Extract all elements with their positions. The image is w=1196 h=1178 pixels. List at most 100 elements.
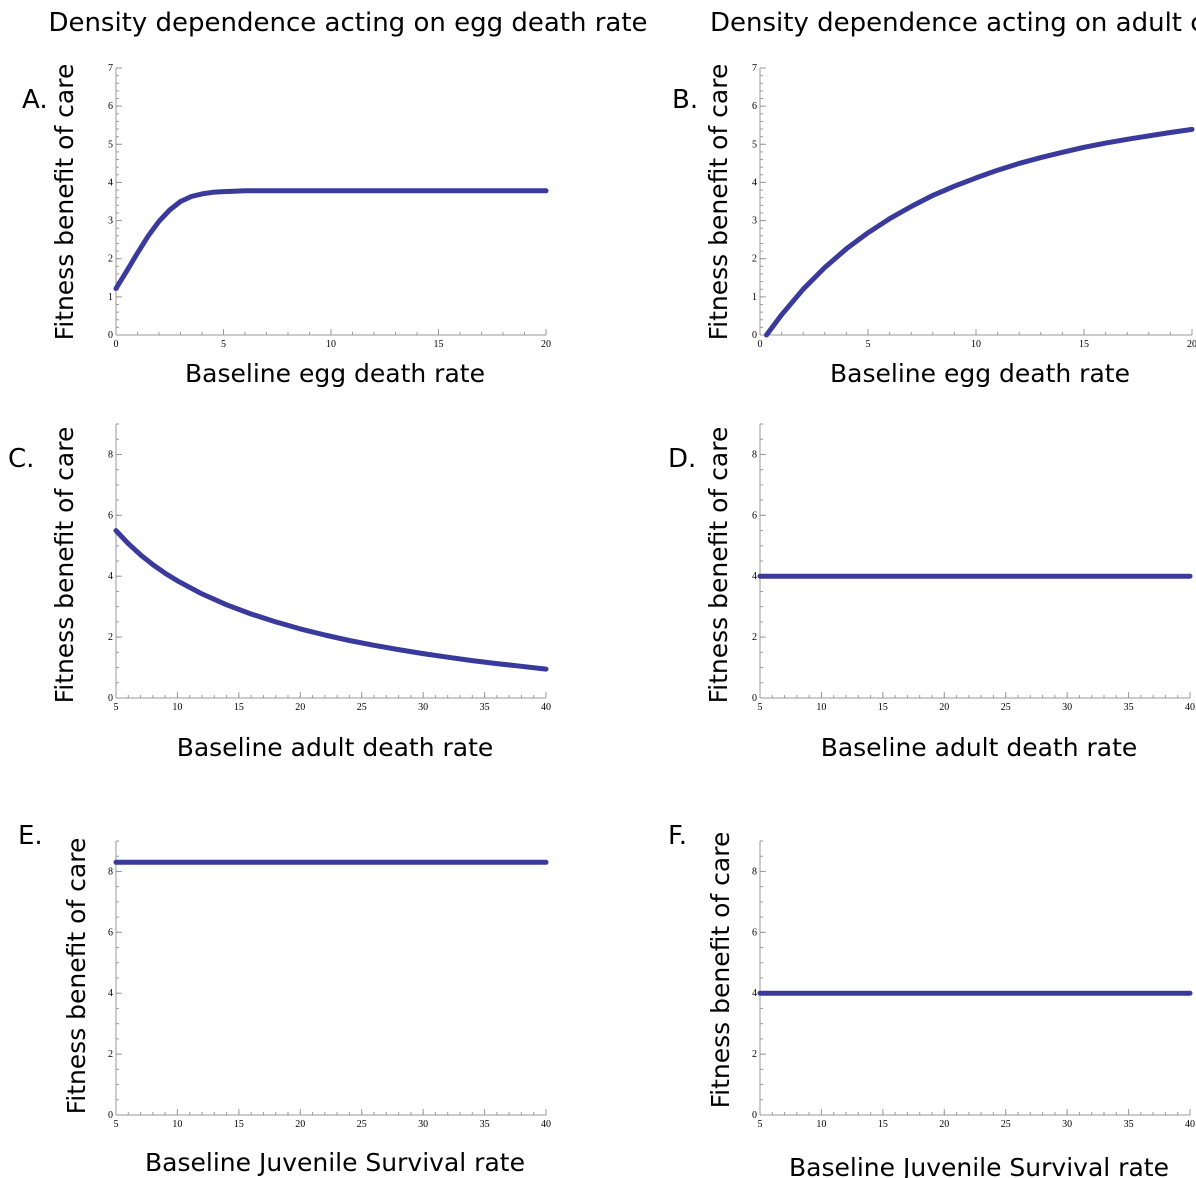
x-tick-label: 5 bbox=[758, 1119, 763, 1130]
y-tick-label: 0 bbox=[752, 693, 757, 704]
x-tick-label: 20 bbox=[541, 339, 551, 350]
x-tick-label: 10 bbox=[816, 1119, 826, 1130]
y-tick-label: 8 bbox=[108, 866, 113, 877]
panel-label: B. bbox=[672, 85, 698, 115]
x-tick-label: 10 bbox=[971, 339, 981, 350]
y-tick-label: 0 bbox=[108, 330, 113, 341]
x-tick-label: 30 bbox=[1062, 702, 1072, 713]
x-tick-label: 40 bbox=[541, 1119, 551, 1130]
x-tick-label: 5 bbox=[114, 1119, 119, 1130]
x-tick-label: 5 bbox=[221, 339, 226, 350]
x-tick-label: 5 bbox=[866, 339, 871, 350]
x-tick-label: 10 bbox=[172, 702, 182, 713]
y-tick-label: 7 bbox=[752, 63, 757, 74]
y-tick-label: 0 bbox=[108, 1110, 113, 1121]
x-tick-label: 20 bbox=[1187, 339, 1196, 350]
y-axis-label: Fitness benefit of care bbox=[62, 838, 91, 1115]
x-tick-label: 15 bbox=[234, 1119, 244, 1130]
y-tick-label: 1 bbox=[108, 292, 113, 303]
x-tick-label: 30 bbox=[1062, 1119, 1072, 1130]
x-tick-label: 15 bbox=[434, 339, 444, 350]
y-tick-label: 6 bbox=[752, 510, 757, 521]
y-tick-label: 6 bbox=[108, 927, 113, 938]
x-tick-label: 40 bbox=[1185, 702, 1195, 713]
x-tick-label: 35 bbox=[480, 1119, 490, 1130]
x-tick-label: 0 bbox=[114, 339, 119, 350]
y-tick-label: 8 bbox=[108, 449, 113, 460]
x-axis-label: Baseline adult death rate bbox=[821, 733, 1138, 762]
y-tick-label: 2 bbox=[752, 1049, 757, 1060]
series-line bbox=[113, 528, 549, 672]
panel-label: D. bbox=[668, 444, 696, 474]
x-tick-label: 5 bbox=[114, 702, 119, 713]
y-tick-label: 6 bbox=[752, 101, 757, 112]
y-tick-label: 2 bbox=[108, 254, 113, 265]
x-tick-label: 20 bbox=[295, 702, 305, 713]
x-tick-label: 20 bbox=[939, 1119, 949, 1130]
panel-label: F. bbox=[668, 821, 687, 851]
chart-panel-1: 0 5 10 15 20 0 1 2 3 4 5 6 7 A. Fitness benefit of car… bbox=[22, 63, 551, 388]
y-axis-label: Fitness benefit of care bbox=[704, 427, 733, 704]
x-tick-label: 25 bbox=[357, 1119, 367, 1130]
chart-panel-3: 5 10 15 20 25 30 35 40 0 2 4 6 8 C. Fitness benefit of… bbox=[8, 423, 551, 762]
chart-panel-5: 5 10 15 20 25 30 35 40 0 2 4 6 8 E. Fitness benefit of… bbox=[18, 821, 551, 1177]
y-axis-label: Fitness benefit of care bbox=[50, 427, 79, 704]
x-tick-label: 10 bbox=[172, 1119, 182, 1130]
panel-label: C. bbox=[8, 444, 34, 474]
x-axis-label: Baseline Juvenile Survival rate bbox=[789, 1153, 1169, 1178]
x-tick-label: 10 bbox=[816, 702, 826, 713]
x-tick-label: 10 bbox=[326, 339, 336, 350]
y-tick-label: 2 bbox=[108, 632, 113, 643]
x-tick-label: 35 bbox=[1124, 702, 1134, 713]
y-axis-label: Fitness benefit of care bbox=[704, 64, 733, 341]
x-tick-label: 35 bbox=[1124, 1119, 1134, 1130]
chart-panel-6: 5 10 15 20 25 30 35 40 0 2 4 6 8 F. Fitness benefit of… bbox=[668, 821, 1195, 1178]
x-tick-label: 25 bbox=[357, 702, 367, 713]
column-title-left: Density dependence acting on egg death r… bbox=[48, 8, 647, 38]
y-tick-label: 7 bbox=[108, 63, 113, 74]
y-tick-label: 6 bbox=[752, 927, 757, 938]
panel-label: A. bbox=[22, 85, 48, 115]
x-tick-label: 20 bbox=[295, 1119, 305, 1130]
x-tick-label: 25 bbox=[1001, 1119, 1011, 1130]
y-tick-label: 5 bbox=[752, 139, 757, 150]
y-tick-label: 2 bbox=[752, 254, 757, 265]
panel-label: E. bbox=[18, 821, 43, 851]
y-tick-label: 3 bbox=[108, 216, 113, 227]
y-tick-label: 8 bbox=[752, 866, 757, 877]
x-tick-label: 25 bbox=[1001, 702, 1011, 713]
y-tick-label: 4 bbox=[108, 988, 113, 999]
y-tick-label: 5 bbox=[108, 139, 113, 150]
x-tick-label: 5 bbox=[758, 702, 763, 713]
x-tick-label: 15 bbox=[878, 1119, 888, 1130]
y-axis-label: Fitness benefit of care bbox=[706, 832, 735, 1109]
y-tick-label: 8 bbox=[752, 449, 757, 460]
y-tick-label: 4 bbox=[108, 571, 113, 582]
series-line bbox=[764, 126, 1195, 338]
x-tick-label: 30 bbox=[418, 1119, 428, 1130]
chart-panel-2: 0 5 10 15 20 0 1 2 3 4 5 6 7 B. Fitness benefit of car… bbox=[672, 63, 1196, 388]
y-tick-label: 4 bbox=[752, 177, 757, 188]
y-tick-label: 2 bbox=[752, 632, 757, 643]
x-tick-label: 15 bbox=[1079, 339, 1089, 350]
y-tick-label: 1 bbox=[752, 292, 757, 303]
chart-panel-4: 5 10 15 20 25 30 35 40 0 2 4 6 8 D. Fitness benefit of… bbox=[668, 423, 1195, 762]
y-tick-label: 3 bbox=[752, 216, 757, 227]
y-tick-label: 0 bbox=[752, 330, 757, 341]
x-axis-label: Baseline Juvenile Survival rate bbox=[145, 1148, 525, 1177]
y-tick-label: 0 bbox=[752, 1110, 757, 1121]
x-tick-label: 15 bbox=[878, 702, 888, 713]
x-axis-label: Baseline egg death rate bbox=[830, 359, 1130, 388]
x-tick-label: 40 bbox=[1185, 1119, 1195, 1130]
x-tick-label: 40 bbox=[541, 702, 551, 713]
x-axis-label: Baseline egg death rate bbox=[185, 359, 485, 388]
y-axis-label: Fitness benefit of care bbox=[50, 64, 79, 341]
series-line bbox=[113, 188, 549, 291]
y-tick-label: 4 bbox=[752, 988, 757, 999]
x-tick-label: 30 bbox=[418, 702, 428, 713]
y-tick-label: 4 bbox=[108, 177, 113, 188]
y-tick-label: 6 bbox=[108, 510, 113, 521]
y-tick-label: 0 bbox=[108, 693, 113, 704]
